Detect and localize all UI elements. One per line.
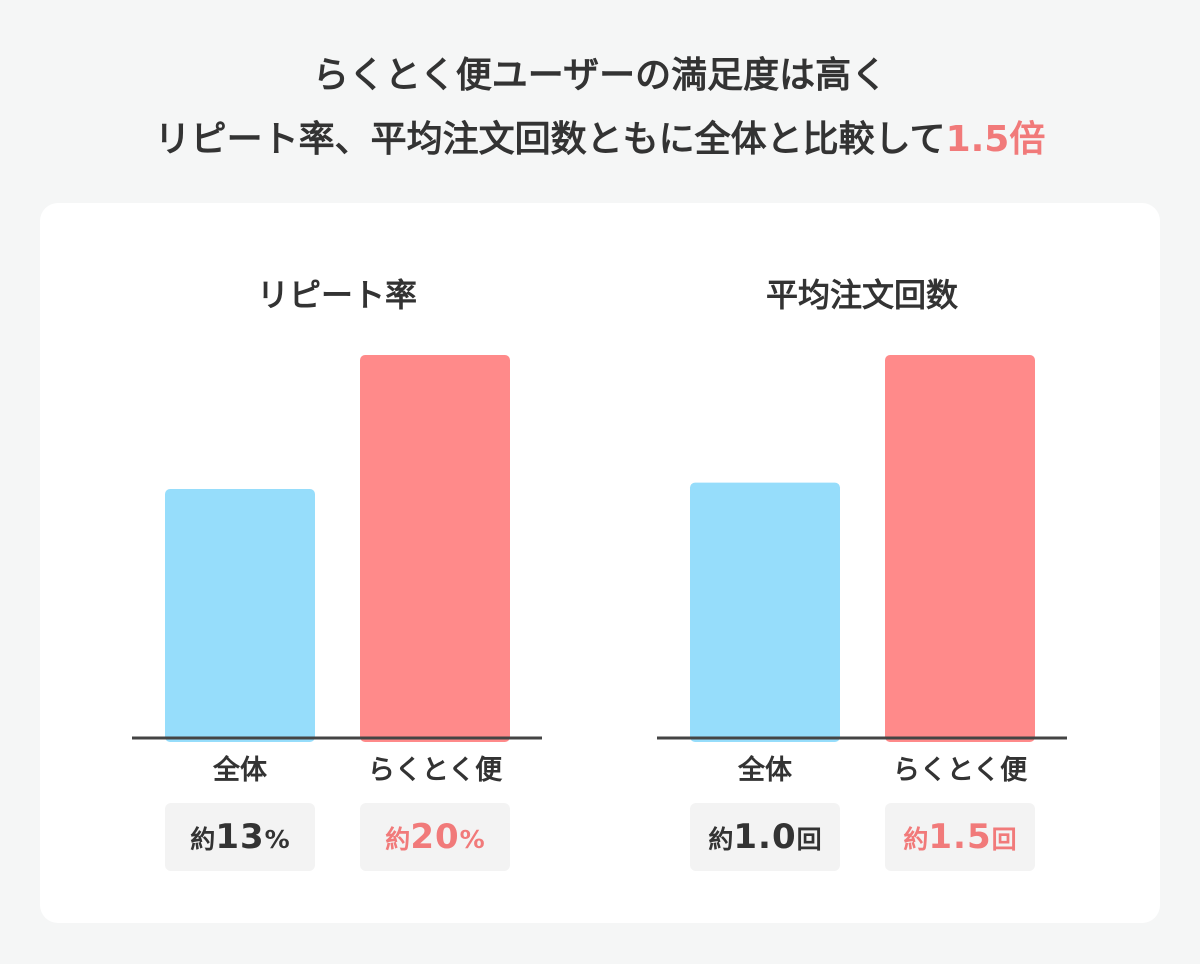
value-prefix: 約 [708,825,734,854]
average-orders-chart: 平均注文回数 全体 らくとく便 約1.0回 約1.5回 [657,203,1067,923]
value-number: 20 [410,817,460,857]
value-number: 1.5 [928,817,992,857]
value-unit: 回 [991,825,1017,854]
headline: らくとく便ユーザーの満足度は高く リピート率、平均注文回数ともに全体と比較して1… [0,44,1200,172]
bar-rakutoku [885,355,1035,742]
headline-line-2-text: リピート率、平均注文回数ともに全体と比較して [154,119,946,160]
bar-overall [165,489,315,742]
chart-title: リピート率 [256,276,417,314]
value-label-rakutoku: 約20% [360,803,510,871]
value-label-overall: 約13% [165,803,315,871]
value-prefix: 約 [903,825,929,854]
value-label-overall: 約1.0回 [690,803,840,871]
repeat-rate-chart: リピート率 全体 らくとく便 約13% 約20% [132,203,542,923]
repeat-rate-plot [132,355,542,742]
value-number: 13 [215,817,265,857]
average-orders-plot [657,355,1067,742]
headline-line-1: らくとく便ユーザーの満足度は高く [312,55,888,96]
chart-card: リピート率 全体 らくとく便 約13% 約20% 平均注文回数 全体 らくとく便… [40,203,1160,923]
value-unit: % [459,825,485,854]
headline-accent: 1.5倍 [945,119,1046,160]
value-unit: 回 [796,825,822,854]
value-unit: % [264,825,290,854]
category-label-rakutoku: らくとく便 [367,755,503,786]
value-number: 1.0 [733,817,797,857]
category-label-overall: 全体 [213,755,267,786]
bar-rakutoku [360,355,510,742]
headline-line-2: リピート率、平均注文回数ともに全体と比較して1.5倍 [0,108,1200,172]
chart-title: 平均注文回数 [765,276,958,314]
value-label-rakutoku: 約1.5回 [885,803,1035,871]
category-label-rakutoku: らくとく便 [892,755,1028,786]
value-prefix: 約 [385,825,411,854]
bar-overall [690,482,840,742]
category-label-overall: 全体 [738,755,792,786]
value-prefix: 約 [190,825,216,854]
